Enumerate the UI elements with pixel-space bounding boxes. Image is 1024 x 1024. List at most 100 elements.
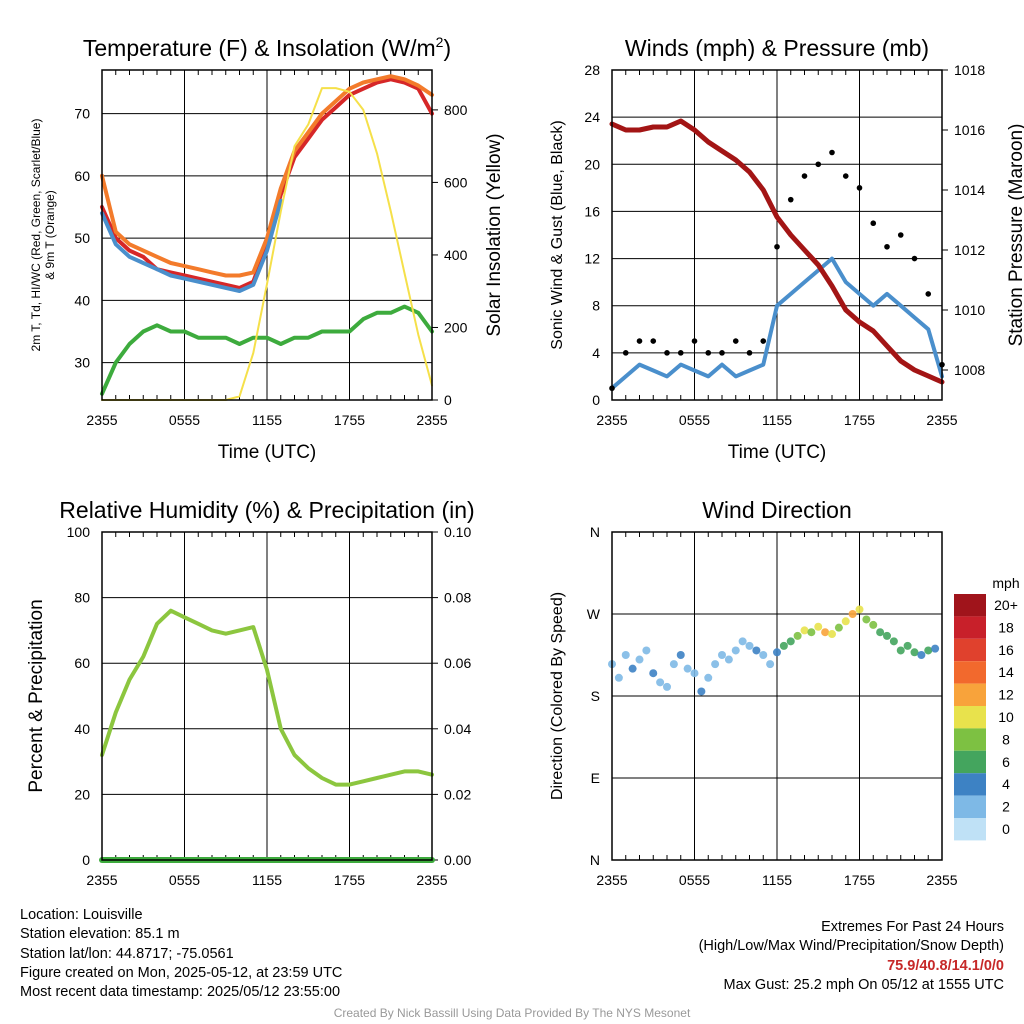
y2-tick-label: 1008 (954, 362, 985, 378)
elevation-text: Station elevation: 85.1 m (20, 926, 180, 943)
gust-point (719, 350, 725, 356)
y-tick-label: 16 (584, 203, 600, 219)
gust-point (801, 173, 808, 179)
y-tick-label: 100 (67, 524, 91, 540)
panel-title: Temperature (F) & Insolation (W/m2) (83, 34, 451, 61)
colorbar-label: 12 (998, 687, 1014, 703)
y-tick-label: 80 (74, 590, 90, 606)
y2-tick-label: 200 (444, 319, 468, 335)
credits-text: Created By Nick Bassill Using Data Provi… (333, 1006, 691, 1020)
direction-point (889, 637, 898, 646)
x-tick-label: 2355 (416, 872, 447, 888)
gust-point (746, 350, 753, 356)
colorbar-label: 14 (998, 664, 1014, 680)
y-tick-label: 4 (592, 345, 600, 361)
y-tick-label: 40 (74, 721, 90, 737)
direction-point (642, 646, 651, 655)
plot-border (101, 531, 433, 861)
panel-4: Wind Direction 2355 0555 1155 1755 2355 N E S W N D… (549, 497, 958, 888)
created-text: Figure created on Mon, 2025-05-12, at 23… (20, 964, 343, 981)
y2-tick-label: 0.08 (444, 590, 471, 606)
y-tick-label: 24 (584, 109, 600, 125)
colorbar-swatch (954, 728, 986, 751)
direction-point (773, 648, 781, 657)
y-tick-label: 8 (592, 298, 600, 314)
y-tick-label: E (591, 770, 600, 786)
colorbar-swatch (954, 638, 986, 662)
direction-point (690, 669, 699, 678)
colorbar-swatch (954, 773, 986, 796)
series-9m-t (100, 74, 434, 278)
direction-point (821, 628, 830, 637)
colorbar-label: 16 (998, 642, 1014, 658)
y-tick-label: 60 (74, 655, 90, 671)
x-axis-label: Time (UTC) (218, 442, 317, 463)
colorbar-label: 2 (1002, 799, 1010, 815)
x-tick-label: 0555 (169, 412, 200, 428)
x-tick-label: 2355 (926, 872, 957, 888)
gust-point (636, 338, 643, 344)
x-tick-label: 2355 (86, 412, 117, 428)
panel-title: Relative Humidity (%) & Precipitation (i… (59, 497, 474, 523)
colorbar-label: 0 (1002, 821, 1010, 837)
y2-axis-label: Solar Insolation (Yellow) (484, 133, 505, 336)
extremes-subtitle: (High/Low/Max Wind/Precipitation/Snow De… (698, 938, 1004, 955)
gust-point (691, 338, 698, 344)
x-axis-label: Time (UTC) (728, 442, 827, 463)
y-tick-label: 30 (74, 355, 90, 371)
y-tick-label: 12 (584, 251, 600, 267)
direction-point (896, 646, 905, 655)
y2-tick-label: 400 (444, 247, 468, 263)
x-tick-label: 2355 (416, 412, 447, 428)
colorbar-swatch (954, 750, 986, 774)
y-tick-label: 20 (74, 786, 90, 802)
panel-title: Winds (mph) & Pressure (mb) (625, 35, 929, 61)
y2-tick-label: 600 (444, 174, 468, 190)
y2-tick-label: 0.10 (444, 524, 471, 540)
direction-point (628, 664, 637, 673)
colorbar-swatch (954, 661, 986, 684)
direction-point (711, 660, 720, 669)
y2-tick-label: 0.02 (444, 786, 471, 802)
y-tick-label: N (590, 524, 600, 540)
direction-point (855, 605, 864, 614)
gust-point (884, 243, 890, 250)
y-axis-label: Sonic Wind & Gust (Blue, Black) (549, 120, 566, 349)
direction-point (621, 651, 630, 659)
station-info: Location: Louisville Station elevation: … (20, 906, 342, 1002)
gust-point (897, 232, 904, 238)
y-axis-label-line: 2m T, Td, HI/WC (Red, Green, Scarlet/Blu… (29, 119, 43, 352)
gust-point (732, 338, 739, 344)
y2-tick-label: 1010 (954, 302, 985, 318)
max-gust-text: Max Gust: 25.2 mph On 05/12 at 1555 UTC (723, 976, 1004, 993)
direction-point (793, 631, 802, 640)
gust-point (856, 185, 863, 191)
y2-tick-label: 1014 (954, 182, 985, 198)
direction-point (738, 637, 747, 646)
y-tick-label: 28 (584, 62, 600, 78)
direction-point (876, 628, 885, 637)
title-part: Temperature (F) & Insolation (W/m (83, 35, 436, 61)
gust-point (705, 350, 712, 356)
colorbar-label: 20+ (994, 597, 1018, 613)
x-tick-label: 2355 (86, 872, 117, 888)
y-axis-label: Direction (Colored By Speed) (549, 592, 566, 800)
gust-point (787, 196, 794, 203)
panel-1: Temperature (F) & Insolation (W/m2) 2355 0… (29, 34, 505, 463)
direction-point (704, 673, 713, 682)
y-tick-label: 20 (584, 156, 600, 172)
gust-point (622, 350, 629, 356)
y-axis-label: Percent & Precipitation (26, 599, 47, 792)
speed-colorbar: mph 20+ 18 16 14 12 10 8 6 4 2 0 (954, 575, 1020, 841)
y2-tick-label: 0.00 (444, 852, 471, 868)
plot-border (611, 531, 943, 861)
colorbar-unit: mph (992, 575, 1019, 591)
y-tick-label: S (591, 688, 600, 704)
y-tick-label: 70 (74, 106, 90, 122)
direction-point (752, 646, 761, 655)
y2-tick-label: 1016 (954, 122, 985, 138)
x-tick-label: 2355 (596, 872, 627, 888)
direction-point (718, 651, 726, 659)
gust-point (664, 350, 670, 356)
